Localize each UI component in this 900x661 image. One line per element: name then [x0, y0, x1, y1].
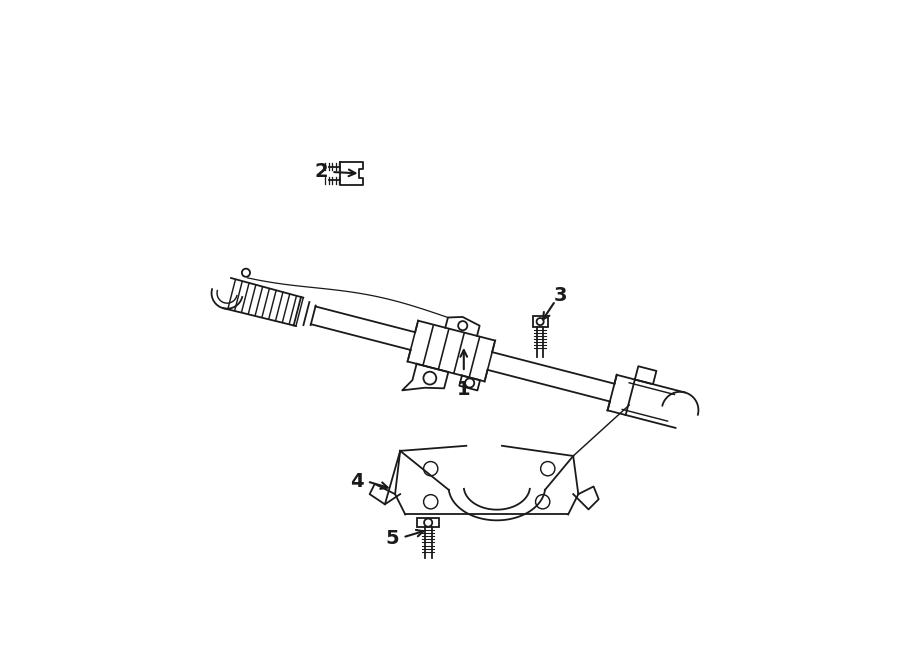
Bar	[417, 518, 439, 527]
Text: 4: 4	[350, 472, 364, 491]
Text: 5: 5	[386, 529, 400, 549]
Bar	[533, 316, 548, 327]
Text: 2: 2	[314, 163, 328, 182]
Text: 3: 3	[554, 286, 567, 305]
Text: 1: 1	[457, 379, 471, 399]
